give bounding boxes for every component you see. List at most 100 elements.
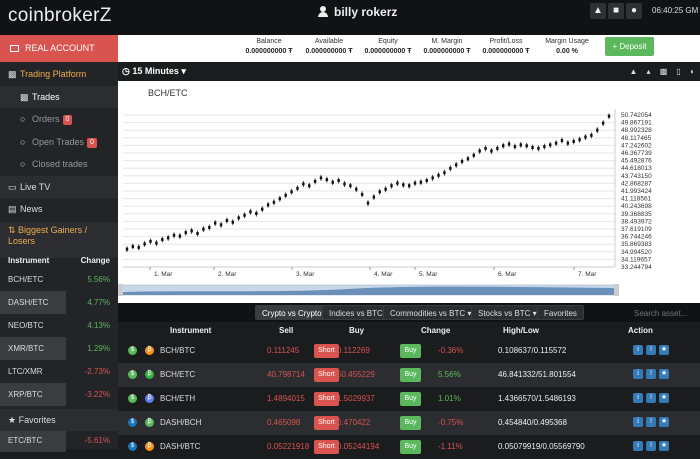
lock-icon[interactable]: ■ [608, 3, 624, 19]
short-button[interactable]: Short [314, 416, 339, 430]
real-account-button[interactable]: REAL ACCOUNT [0, 35, 118, 62]
nav-label: Closed trades [32, 159, 88, 169]
nav-orders[interactable]: ○ Orders 0 [0, 108, 118, 130]
star-icon[interactable]: ★ [659, 393, 669, 403]
change-value: 5.56% [438, 370, 461, 379]
gainer-row[interactable]: BCH/ETC 5.56% [0, 268, 118, 291]
candle [419, 180, 423, 184]
high-low-value: 0.05079919/0.05569790 [498, 442, 585, 451]
y-tick-label: 49.867191 [621, 120, 652, 127]
candle [272, 200, 276, 204]
candle [137, 245, 140, 249]
tab-crypto-vs-crypto[interactable]: Crypto vs Crypto [255, 305, 329, 320]
gainers-header[interactable]: ⇅ Biggest Gainers / Losers [0, 222, 118, 258]
gainer-row[interactable]: DASH/ETC 4.77% [0, 291, 118, 314]
buy-button[interactable]: Buy [400, 344, 421, 358]
candle [308, 184, 311, 188]
nav-closed-trades[interactable]: ○ Closed trades [0, 153, 118, 175]
gainer-instrument: DASH/ETC [0, 291, 66, 314]
theme-icon[interactable]: ◐ [690, 67, 695, 76]
star-icon[interactable]: ★ [659, 345, 669, 355]
logo[interactable]: coinbrokerZ [8, 5, 112, 26]
candle [425, 179, 428, 183]
balance-bar: Balance 0.000000000 Ŧ Available 0.00000000… [118, 35, 700, 62]
coin-icon: ₿ [145, 418, 154, 427]
tab-commodities-vs-btc[interactable]: Commodities vs BTC ▾ [383, 305, 479, 320]
tab-favorites[interactable]: Favorites [537, 305, 584, 320]
nav-trades[interactable]: ▩ Trades [0, 86, 118, 108]
nav-favorites[interactable]: ★ Favorites [0, 409, 118, 431]
short-button[interactable]: Short [314, 368, 339, 382]
info-icon[interactable]: i [633, 393, 643, 403]
bell-icon[interactable]: ▲ [590, 3, 606, 19]
info-icon[interactable]: i [633, 345, 643, 355]
candle [266, 203, 270, 207]
nav-live-tv[interactable]: ▭ Live TV [0, 176, 118, 198]
y-tick-label: 38.493972 [621, 218, 652, 225]
info-icon[interactable]: i [633, 369, 643, 379]
star-icon[interactable]: ★ [659, 417, 669, 427]
instrument-row[interactable]: $ ₿ BCH/ETC 40.798714 Short 50.455229 Buy 5.56%… [118, 363, 700, 387]
tab-indices-vs-btc[interactable]: Indices vs BTC [322, 305, 390, 320]
buy-button[interactable]: Buy [400, 368, 421, 382]
gainer-row[interactable]: LTC/XMR -2.73% [0, 360, 118, 383]
bar-chart-icon[interactable]: ▩ [659, 67, 668, 76]
stat-value: 0.000000000 Ŧ [245, 48, 293, 55]
col-instrument: Instrument [170, 326, 212, 335]
candle [343, 182, 346, 186]
line-chart-icon[interactable]: ▴ [646, 67, 651, 76]
gainer-row[interactable]: XRP/BTC -3.22% [0, 383, 118, 406]
nav-news[interactable]: ▤ News [0, 198, 118, 220]
interval-select[interactable]: ◷ 15 Minutes ▾ [122, 66, 186, 77]
instrument-row[interactable]: $ ₿ BCH/BTC 0.111245 Short 0.112269 Buy -0.36% 0… [118, 339, 700, 363]
deposit-button[interactable]: + Deposit [605, 37, 654, 56]
candle [396, 181, 399, 185]
buy-button[interactable]: Buy [400, 392, 421, 406]
candle-chart-icon[interactable]: ▯ [676, 67, 681, 76]
nav-open-trades[interactable]: ○ Open Trades 0 [0, 131, 118, 153]
gainer-row[interactable]: XMR/BTC 1.29% [0, 337, 118, 360]
globe-icon[interactable]: ● [626, 3, 642, 19]
gainer-row[interactable]: ETC/BTC -5.61% [0, 429, 118, 452]
info-icon[interactable]: i [633, 417, 643, 427]
short-button[interactable]: Short [314, 440, 339, 454]
alert-icon[interactable]: ! [646, 441, 656, 451]
price-chart[interactable]: BCH/ETC 50.74205449.86719148.99232848.11… [118, 81, 700, 303]
gainers-title: Biggest Gainers / Losers [8, 225, 88, 246]
user-menu[interactable]: billy rokerz [318, 5, 397, 19]
star-icon[interactable]: ★ [659, 441, 669, 451]
candle [196, 232, 199, 236]
star-icon: ★ [8, 415, 19, 425]
candle [260, 207, 264, 211]
instrument-row[interactable]: $ ₿ DASH/BCH 0.465098 Short 0.470422 Buy -0.75%… [118, 411, 700, 435]
nav-trading-platform[interactable]: ▩ Trading Platform [0, 63, 118, 85]
high-low-value: 0.108637/0.115572 [498, 346, 567, 355]
buy-button[interactable]: Buy [400, 416, 421, 430]
alert-icon[interactable]: ! [646, 393, 656, 403]
candle [184, 231, 187, 235]
alert-icon[interactable]: ! [646, 369, 656, 379]
change-value: -0.36% [438, 346, 464, 355]
short-button[interactable]: Short [314, 392, 339, 406]
gainer-row[interactable]: NEO/BTC 4.13% [0, 314, 118, 337]
navigator-series [121, 286, 616, 295]
search-asset-input[interactable] [632, 306, 698, 320]
star-icon[interactable]: ★ [659, 369, 669, 379]
info-icon[interactable]: i [633, 441, 643, 451]
margin-stat: M. Margin 0.000000000 Ŧ [414, 38, 480, 55]
buy-button[interactable]: Buy [400, 440, 421, 454]
instrument-name: BCH/ETC [160, 370, 196, 379]
short-button[interactable]: Short [314, 344, 339, 358]
instrument-row[interactable]: $ ₿ DASH/BTC 0.05221918 Short 0.05244194 Buy -1… [118, 435, 700, 459]
alert-icon[interactable]: ! [646, 345, 656, 355]
candle [607, 114, 611, 118]
nav-label: Open Trades [32, 137, 85, 147]
candle [390, 184, 393, 188]
margin-usage-stat: Margin Usage 0.00 % [534, 38, 600, 55]
area-chart-icon[interactable]: ▲ [629, 67, 638, 76]
candle [125, 247, 129, 251]
tab-stocks-vs-btc[interactable]: Stocks vs BTC ▾ [471, 305, 544, 320]
alert-icon[interactable]: ! [646, 417, 656, 427]
y-tick-label: 44.618013 [621, 165, 652, 172]
instrument-row[interactable]: $ ₿ BCH/ETH 1.4894015 Short 1.5029937 Buy 1.01%… [118, 387, 700, 411]
